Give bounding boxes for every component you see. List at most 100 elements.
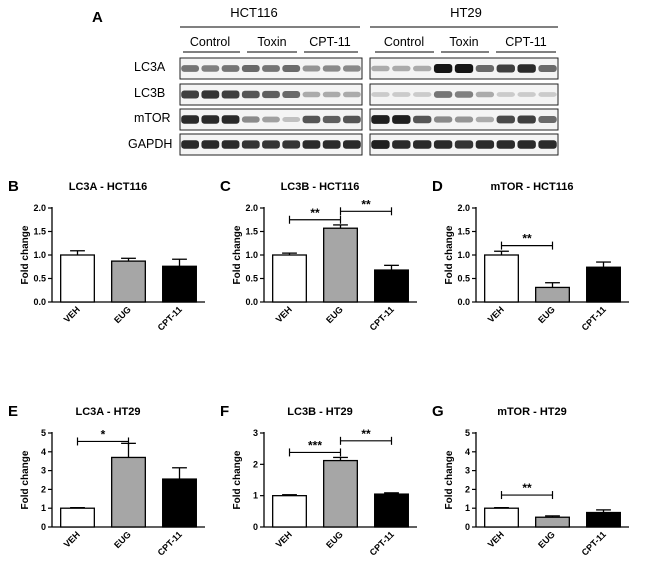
bar-f-cpt-11	[374, 493, 409, 528]
bar-g-cpt-11	[586, 511, 621, 528]
blot-band	[181, 115, 200, 124]
blot-band	[302, 91, 321, 98]
y-axis-label-c: Fold change	[232, 225, 243, 284]
blot-band	[241, 116, 260, 123]
y-tick-label: 1.5	[457, 227, 470, 237]
blot-band	[454, 140, 474, 149]
blot-band	[392, 65, 411, 72]
panel-letter-b: B	[8, 178, 19, 195]
bar-d-eug	[535, 286, 570, 303]
blot-band	[322, 140, 341, 149]
blot-band	[241, 140, 260, 149]
blot-band	[282, 140, 301, 149]
blot-band	[282, 65, 301, 72]
y-tick-label: 1	[41, 503, 46, 513]
bar-f-veh	[272, 495, 307, 528]
y-tick-label: 0.5	[33, 274, 46, 284]
chart-title-e: LC3A - HT29	[76, 406, 141, 418]
blot-band	[496, 92, 515, 97]
blot-band	[302, 65, 321, 72]
x-tick-label: VEH	[274, 529, 294, 549]
y-tick-label: 0	[465, 522, 470, 532]
y-tick-label: 0.0	[33, 297, 46, 307]
blot-band	[517, 92, 536, 97]
y-tick-label: 3	[41, 466, 46, 476]
significance-label: *	[101, 427, 106, 441]
panel-letter-e: E	[8, 403, 18, 420]
blot-band	[201, 90, 220, 99]
y-tick-label: 2	[465, 484, 470, 494]
blot-band	[475, 65, 495, 72]
panel-letter-d: D	[432, 178, 443, 195]
x-tick-label: EUG	[536, 529, 557, 550]
blot-band	[282, 91, 301, 98]
y-tick-label: 2.0	[33, 203, 46, 213]
bar-c-veh	[272, 254, 307, 303]
blot-row-label-lc3a: LC3A	[134, 60, 166, 74]
blot-band	[475, 140, 495, 149]
blot-band	[517, 140, 536, 149]
panel-letter-g: G	[432, 403, 444, 420]
blot-band	[433, 91, 453, 98]
blot-band	[262, 90, 280, 99]
blot-band	[413, 115, 432, 124]
y-axis-label-b: Fold change	[20, 225, 31, 284]
y-tick-label: 1.0	[33, 250, 46, 260]
blot-band	[371, 115, 390, 124]
y-tick-label: 1	[465, 503, 470, 513]
x-tick-label: CPT-11	[368, 529, 396, 557]
blot-band	[496, 64, 515, 73]
y-tick-label: 1	[253, 491, 258, 501]
x-tick-label: CPT-11	[368, 304, 396, 332]
chart-panel-c: C LC3B - HCT116 Fold change 0.0 0.5 1.0 1.5 2.0…	[220, 178, 417, 333]
x-tick-label: VEH	[62, 304, 82, 324]
blot-band	[342, 65, 361, 72]
blot-band	[221, 140, 240, 149]
blot-band	[433, 64, 453, 73]
x-tick-label: CPT-11	[156, 529, 184, 557]
bar-chart-panels: B LC3A - HCT116 Fold change 0.0 0.5 1.0 1.5 2.0…	[8, 178, 629, 558]
significance-label: **	[522, 481, 532, 495]
y-axis-label-d: Fold change	[444, 225, 455, 284]
x-tick-label: CPT-11	[156, 304, 184, 332]
y-tick-label: 1.0	[457, 250, 470, 260]
cell-line-label-ht29: HT29	[450, 5, 482, 20]
blot-row-label-mtor: mTOR	[134, 111, 171, 125]
blot-band	[433, 140, 453, 149]
blot-band	[322, 115, 341, 124]
x-tick-label: EUG	[112, 529, 133, 550]
blot-band	[392, 140, 411, 149]
x-tick-label: VEH	[486, 304, 506, 324]
y-tick-label: 2	[41, 484, 46, 494]
chart-title-b: LC3A - HCT116	[69, 181, 147, 193]
chart-title-g: mTOR - HT29	[497, 406, 566, 418]
blot-row-label-lc3b: LC3B	[134, 86, 165, 100]
bar-f-eug	[323, 459, 358, 528]
group-label-hct116-control: Control	[190, 35, 230, 49]
blot-band	[322, 65, 341, 72]
blot-band	[371, 65, 390, 72]
group-label-ht29-toxin: Toxin	[449, 35, 478, 49]
blot-band	[262, 140, 280, 149]
blot-band	[302, 140, 321, 149]
blot-band	[342, 140, 361, 149]
significance-label: **	[361, 197, 371, 211]
y-tick-label: 5	[465, 428, 470, 438]
bar-d-veh	[484, 254, 519, 303]
blot-band	[454, 91, 474, 98]
y-tick-label: 4	[41, 447, 46, 457]
y-tick-label: 0	[253, 522, 258, 532]
y-tick-label: 0.5	[245, 274, 258, 284]
blot-band	[392, 115, 411, 124]
blot-row-label-gapdh: GAPDH	[128, 137, 172, 151]
significance-label: **	[361, 427, 371, 441]
blot-band	[201, 140, 220, 149]
y-tick-label: 3	[465, 466, 470, 476]
bar-b-eug	[111, 260, 146, 303]
blot-band	[413, 140, 432, 149]
blot-band	[496, 115, 515, 124]
significance-label: **	[310, 206, 320, 220]
x-tick-label: VEH	[486, 529, 506, 549]
